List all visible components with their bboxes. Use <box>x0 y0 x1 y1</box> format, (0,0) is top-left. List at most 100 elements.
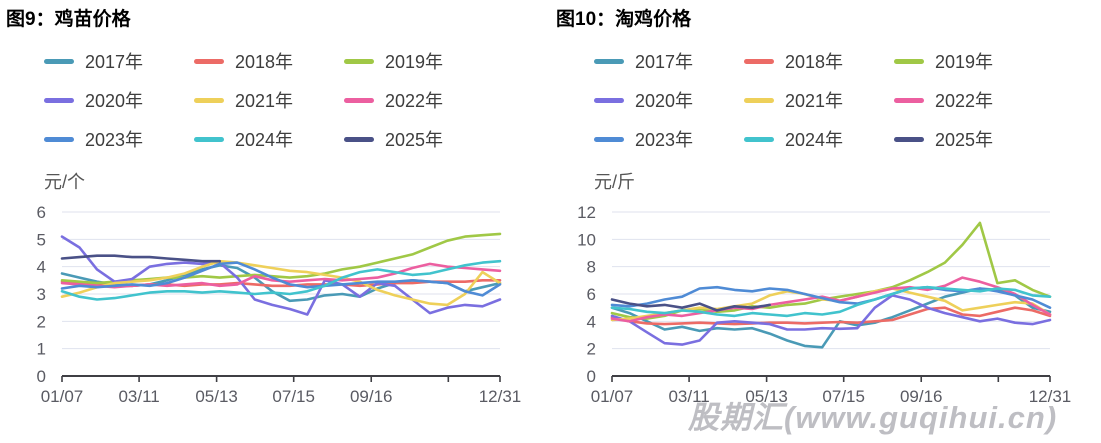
legend-label: 2018年 <box>785 52 844 72</box>
y-axis-unit-label: 元/斤 <box>594 172 636 192</box>
legend-line-swatch <box>894 136 924 142</box>
x-tick-label: 07/15 <box>272 387 315 406</box>
legend-line-swatch <box>594 58 624 64</box>
legend-item-2025: 2025年 <box>344 126 494 152</box>
series-line-2020 <box>610 294 1052 346</box>
legend: 2017年 2018年 2019年 2020年 2021年 2022年 2023年 2024年… <box>594 48 1101 152</box>
series-line-2019 <box>60 232 502 285</box>
legend-item-2018: 2018年 <box>744 48 894 74</box>
legend-label: 2020年 <box>635 91 694 111</box>
legend-line-swatch <box>744 58 774 64</box>
chart-panel-culled-chicken-price: 图10：淘鸡价格 2017年 2018年 2019年 2020年 2021年 2022年 2… <box>550 0 1101 408</box>
y-tick-label: 4 <box>587 312 596 331</box>
series-line-2020 <box>60 235 502 316</box>
legend-item-2020: 2020年 <box>594 87 744 113</box>
legend-line-swatch <box>894 58 924 64</box>
chart-title: 图10：淘鸡价格 <box>556 9 692 30</box>
legend-label: 2017年 <box>85 52 144 72</box>
legend-line-swatch <box>194 136 224 142</box>
y-tick-label: 8 <box>587 258 596 277</box>
series-line-2018 <box>610 306 1052 326</box>
legend-line-swatch <box>344 97 374 103</box>
legend-item-2022: 2022年 <box>344 87 494 113</box>
x-tick-label: 05/13 <box>745 387 788 406</box>
series-line-2021 <box>60 259 502 307</box>
legend-item-2025: 2025年 <box>894 126 1044 152</box>
legend-item-2022: 2022年 <box>894 87 1044 113</box>
legend-label: 2022年 <box>385 91 444 111</box>
legend-line-swatch <box>894 97 924 103</box>
legend-label: 2021年 <box>235 91 294 111</box>
y-tick-label: 5 <box>37 230 46 249</box>
x-tick-label: 07/15 <box>822 387 865 406</box>
legend-line-swatch <box>44 136 74 142</box>
legend-item-2023: 2023年 <box>44 126 194 152</box>
legend-line-swatch <box>594 97 624 103</box>
series-line-2019 <box>610 221 1052 320</box>
y-tick-label: 3 <box>37 285 46 304</box>
y-axis-unit-label: 元/个 <box>44 172 86 192</box>
legend-label: 2018年 <box>235 52 294 72</box>
culled-chicken-price-line-chart: 0 2 4 6 8 10 12 01/07 03/11 05/13 07/15 09/16 12/31 <box>577 203 1072 406</box>
chart-title: 图9：鸡苗价格 <box>6 9 131 30</box>
y-tick-label: 10 <box>577 230 596 249</box>
legend-item-2019: 2019年 <box>344 48 494 74</box>
legend-label: 2020年 <box>85 91 144 111</box>
legend-item-2021: 2021年 <box>744 87 894 113</box>
legend-line-swatch <box>744 97 774 103</box>
legend-line-swatch <box>344 58 374 64</box>
legend-item-2020: 2020年 <box>44 87 194 113</box>
y-tick-label: 4 <box>37 258 46 277</box>
series-line-2023 <box>610 285 1052 309</box>
x-tick-label: 09/16 <box>350 387 393 406</box>
legend-item-2023: 2023年 <box>594 126 744 152</box>
legend-item-2017: 2017年 <box>44 48 194 74</box>
y-tick-label: 1 <box>37 340 46 359</box>
legend-line-swatch <box>594 136 624 142</box>
legend-item-2024: 2024年 <box>194 126 344 152</box>
series-line-2025 <box>610 298 771 312</box>
series-line-2023 <box>60 261 502 297</box>
series-line-2024 <box>610 285 1052 318</box>
x-tick-label: 03/11 <box>668 387 709 406</box>
series-line-2024 <box>60 259 502 301</box>
x-tick-label: 09/16 <box>900 387 943 406</box>
series-line-2022 <box>610 276 1052 323</box>
legend-label: 2024年 <box>785 130 844 150</box>
chick-price-line-chart: 0 1 2 3 4 5 6 01/07 03/11 05/13 07/15 09/16 12/31 <box>37 203 522 406</box>
legend-item-2018: 2018年 <box>194 48 344 74</box>
y-tick-label: 6 <box>587 285 596 304</box>
legend-line-swatch <box>194 97 224 103</box>
legend-label: 2025年 <box>385 130 444 150</box>
legend-label: 2025年 <box>935 130 994 150</box>
y-tick-label: 12 <box>577 203 596 222</box>
legend-label: 2021年 <box>785 91 844 111</box>
legend-label: 2024年 <box>235 130 294 150</box>
y-tick-label: 2 <box>37 312 46 331</box>
x-tick-label: 01/07 <box>591 387 634 406</box>
legend-label: 2019年 <box>385 52 444 72</box>
x-tick-label: 03/11 <box>118 387 159 406</box>
legend-item-2019: 2019年 <box>894 48 1044 74</box>
legend-line-swatch <box>194 58 224 64</box>
legend-label: 2023年 <box>85 130 144 150</box>
y-tick-label: 0 <box>587 367 596 386</box>
legend-label: 2022年 <box>935 91 994 111</box>
legend-item-2021: 2021年 <box>194 87 344 113</box>
chart-panels-row: 图9：鸡苗价格 2017年 2018年 2019年 2020年 2021年 2022年 20… <box>0 0 1101 408</box>
legend-line-swatch <box>44 97 74 103</box>
y-tick-label: 6 <box>37 203 46 222</box>
legend-item-2024: 2024年 <box>744 126 894 152</box>
x-tick-label: 12/31 <box>1029 387 1072 406</box>
legend-label: 2019年 <box>935 52 994 72</box>
legend-label: 2023年 <box>635 130 694 150</box>
legend-line-swatch <box>344 136 374 142</box>
chart-panel-chick-price: 图9：鸡苗价格 2017年 2018年 2019年 2020年 2021年 2022年 20… <box>0 0 550 408</box>
legend-line-swatch <box>44 58 74 64</box>
x-tick-label: 05/13 <box>195 387 238 406</box>
legend: 2017年 2018年 2019年 2020年 2021年 2022年 2023年 2024年… <box>44 48 550 152</box>
legend-line-swatch <box>744 136 774 142</box>
legend-item-2017: 2017年 <box>594 48 744 74</box>
series-line-2025 <box>60 254 221 263</box>
